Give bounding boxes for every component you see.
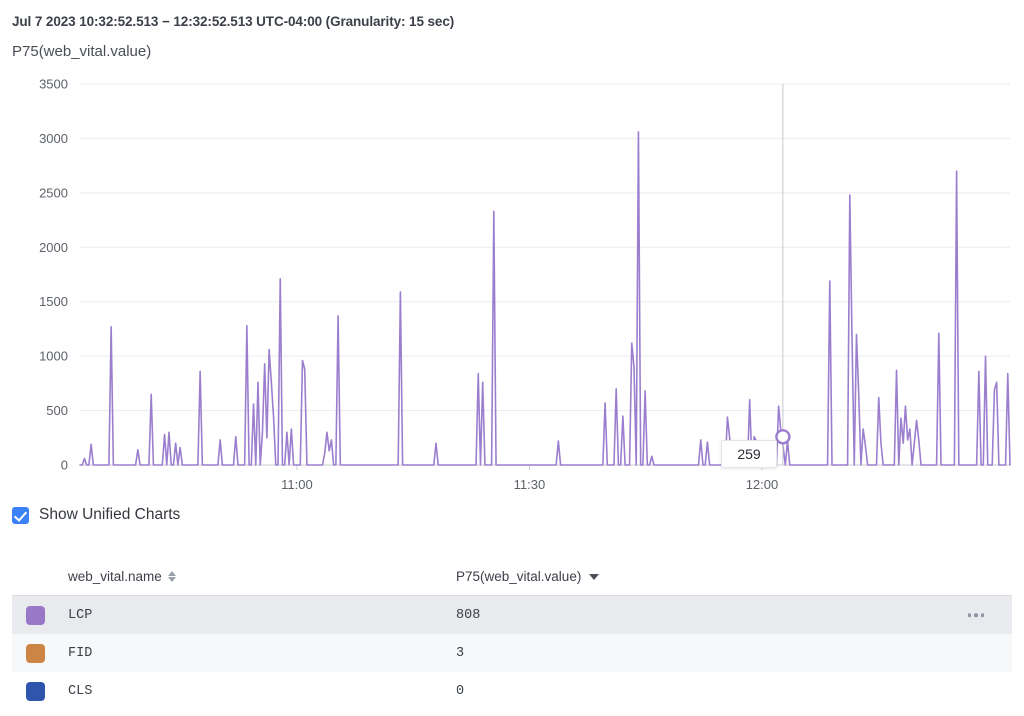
series-line-p75[interactable]	[79, 131, 1011, 466]
table-row[interactable]: CLS 0	[12, 672, 1012, 710]
table-header-row: web_vital.name P75(web_vital.value)	[12, 558, 1012, 596]
cell-p75-value: 0	[456, 683, 465, 699]
web-vitals-table: web_vital.name P75(web_vital.value) LCP 8…	[12, 558, 1012, 710]
chevron-down-icon[interactable]	[589, 573, 600, 580]
cell-web-vital-name: LCP	[26, 605, 456, 625]
sort-updown-icon[interactable]	[167, 570, 177, 583]
tooltip-value: 259	[737, 446, 761, 462]
cell-web-vital-name: FID	[26, 643, 456, 663]
column-header-name[interactable]: web_vital.name	[26, 569, 456, 584]
chart-time-range-title: Jul 7 2023 10:32:52.513 − 12:32:52.513 U…	[12, 14, 455, 29]
table-body: LCP 808 FID 3 CLS 0	[12, 596, 1012, 710]
show-unified-charts-row[interactable]: Show Unified Charts	[12, 506, 180, 524]
x-axis-tick-label: 12:00	[746, 477, 779, 490]
y-axis-tick-label: 3500	[39, 77, 68, 92]
table-row[interactable]: LCP 808	[12, 596, 1012, 634]
column-header-value-label: P75(web_vital.value)	[456, 569, 582, 584]
y-axis-tick-label: 500	[46, 403, 68, 418]
web-vital-name-label: CLS	[68, 683, 93, 699]
x-axis-tick-label: 11:30	[514, 477, 546, 490]
show-unified-charts-checkbox[interactable]	[12, 506, 29, 524]
cell-p75-value: 808	[456, 607, 481, 623]
series-color-swatch	[26, 605, 45, 625]
series-color-swatch	[26, 681, 45, 701]
y-axis-tick-label: 2000	[39, 240, 68, 255]
column-header-value[interactable]: P75(web_vital.value)	[456, 569, 998, 584]
cell-web-vital-name: CLS	[26, 681, 456, 701]
y-axis-tick-label: 0	[61, 458, 68, 473]
y-axis-tick-label: 3000	[39, 131, 68, 146]
table-row[interactable]: FID 3	[12, 634, 1012, 672]
chart-tooltip: 259	[721, 440, 777, 468]
column-header-name-label: web_vital.name	[68, 569, 162, 584]
show-unified-charts-label: Show Unified Charts	[39, 506, 181, 523]
chart-metric-label: P75(web_vital.value)	[12, 43, 152, 60]
web-vital-name-label: FID	[68, 645, 93, 661]
hover-point-marker[interactable]	[775, 429, 791, 445]
y-axis-tick-label: 2500	[39, 185, 68, 200]
series-color-swatch	[26, 643, 45, 663]
cell-p75-value: 3	[456, 645, 465, 661]
line-chart[interactable]: 0 500 1000 1500 2000 2500 3000 3500 11:00 11:30 12…	[0, 70, 1024, 490]
chart-area[interactable]: 0 500 1000 1500 2000 2500 3000 3500 11:00 11:30 12…	[0, 70, 1024, 490]
y-axis-tick-label: 1000	[39, 349, 68, 364]
y-axis-tick-label: 1500	[39, 294, 68, 309]
web-vital-name-label: LCP	[68, 607, 93, 623]
row-overflow-menu-icon[interactable]	[967, 613, 984, 617]
x-axis-tick-label: 11:00	[281, 477, 313, 490]
